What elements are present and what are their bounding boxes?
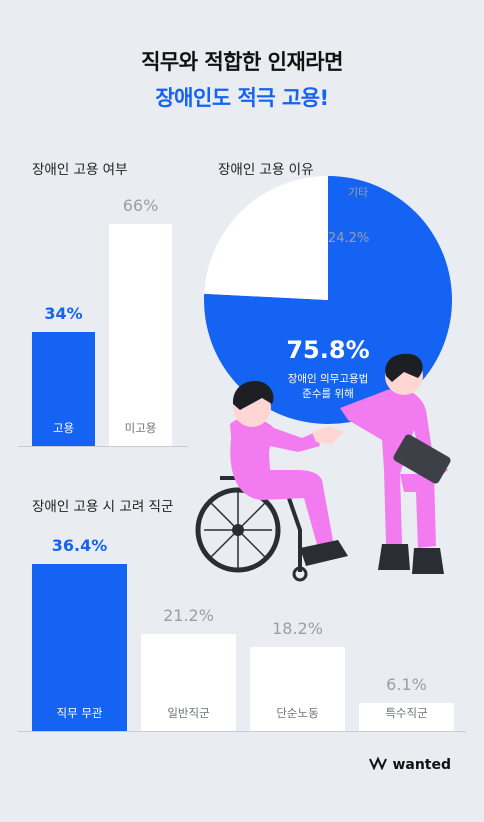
bar-1: 미고용 — [109, 224, 172, 446]
bar-category-label: 고용 — [52, 421, 75, 435]
wanted-logo-text: wanted — [392, 757, 451, 773]
wanted-logo-icon — [369, 756, 389, 774]
standing-person-figure — [340, 353, 451, 574]
pie-label-main-line1: 장애인 의무고용법 — [287, 373, 369, 385]
bar-value-label: 6.1% — [386, 675, 427, 694]
bar-0: 고용 — [32, 332, 95, 446]
bar-0: 직무 무관 — [32, 564, 127, 731]
bar-1: 일반직군 — [141, 634, 236, 731]
bar-value-label: 34% — [44, 304, 83, 323]
chart-baseline — [18, 731, 466, 732]
headline-line2: 장애인도 적극 고용! — [155, 86, 329, 110]
handshake-icon — [312, 426, 344, 444]
bar-category-label: 직무 무관 — [56, 706, 103, 720]
bar-category-label: 특수직군 — [385, 706, 428, 720]
pie-value-other: 24.2% — [328, 231, 370, 246]
pie-value-main: 75.8% — [286, 336, 370, 364]
seated-person-figure — [230, 380, 348, 566]
pie-slice-1 — [204, 176, 328, 300]
chart-employment-status: 고용 34% 미고용 66% — [0, 0, 200, 460]
bar-value-label: 66% — [122, 196, 159, 215]
chart-job-groups: 직무 무관 36.4% 일반직군 21.2% 단순노동 18.2% 특수직군 6.1% — [18, 536, 466, 732]
bar-value-label: 18.2% — [272, 619, 323, 638]
pie-label-main-line2: 준수를 위해 — [302, 388, 354, 400]
pie-label-other: 기타 — [348, 186, 369, 199]
chart3-title: 장애인 고용 시 고려 직군 — [32, 499, 174, 515]
chart2-title: 장애인 고용 이유 — [218, 162, 314, 178]
bar-2: 단순노동 — [250, 647, 345, 731]
headline-line1: 직무와 적합한 인재라면 — [141, 50, 343, 74]
bar-category-label: 단순노동 — [276, 706, 319, 720]
bar-value-label: 21.2% — [163, 606, 214, 625]
bar-category-label: 미고용 — [124, 421, 157, 435]
bar-3: 특수직군 — [359, 703, 454, 731]
chart-baseline — [18, 446, 188, 447]
chart1-title: 장애인 고용 여부 — [32, 162, 128, 178]
bar-category-label: 일반직군 — [167, 706, 210, 720]
bar-value-label: 36.4% — [51, 536, 108, 555]
wanted-logo: wanted — [369, 756, 451, 774]
